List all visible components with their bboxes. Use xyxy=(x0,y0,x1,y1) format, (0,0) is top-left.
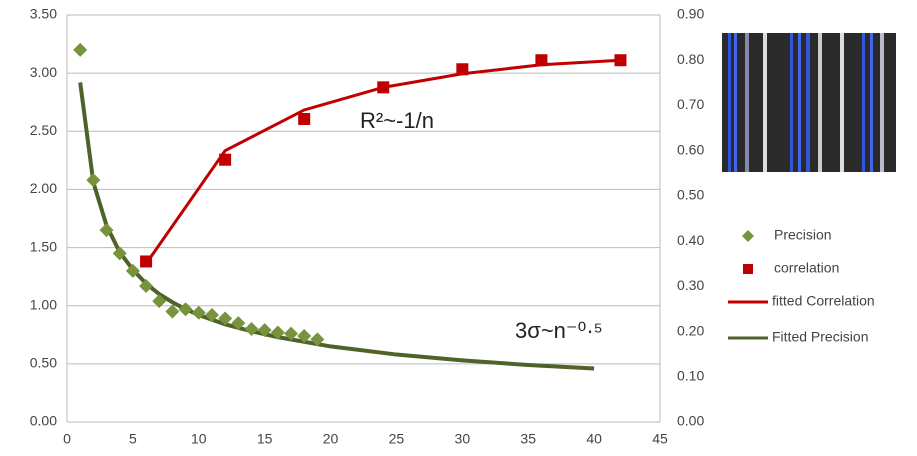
precision-point xyxy=(152,294,167,309)
precision-point xyxy=(297,328,312,343)
legend-label: fitted Correlation xyxy=(772,293,875,309)
precision-point xyxy=(165,304,180,319)
legend-swatch xyxy=(743,264,753,274)
precision-point xyxy=(270,325,285,340)
y-tick-label: 2.50 xyxy=(30,122,57,138)
x-tick-label: 5 xyxy=(129,431,137,447)
y2-tick-label: 0.30 xyxy=(677,277,704,293)
legend-label: Fitted Precision xyxy=(772,329,868,345)
precision-point xyxy=(310,332,325,347)
precision-point xyxy=(86,173,101,188)
correlation-point xyxy=(456,63,469,76)
x-tick-label: 30 xyxy=(455,431,471,447)
precision-point xyxy=(125,263,140,278)
y-tick-label: 1.50 xyxy=(30,238,57,254)
precision-point xyxy=(218,311,233,326)
correlation-point xyxy=(535,54,548,67)
x-tick-label: 0 xyxy=(63,431,71,447)
correlation-point xyxy=(614,54,627,67)
precision-point xyxy=(112,246,127,261)
y-tick-label: 3.00 xyxy=(30,64,57,80)
precision-point xyxy=(139,278,154,293)
precision-point xyxy=(231,316,246,331)
y2-tick-label: 0.90 xyxy=(677,6,704,22)
x-tick-label: 20 xyxy=(323,431,339,447)
x-tick-label: 15 xyxy=(257,431,273,447)
precision-point xyxy=(99,223,114,238)
x-tick-label: 35 xyxy=(520,431,536,447)
x-tick-label: 45 xyxy=(652,431,668,447)
y-tick-label: 0.50 xyxy=(30,355,57,371)
y2-tick-label: 0.80 xyxy=(677,51,704,67)
y2-tick-label: 0.10 xyxy=(677,367,704,383)
y-tick-label: 3.50 xyxy=(30,6,57,22)
precision-point xyxy=(204,308,219,323)
correlation-point xyxy=(377,81,390,94)
y-tick-label: 2.00 xyxy=(30,180,57,196)
x-tick-label: 40 xyxy=(586,431,602,447)
y-tick-label: 0.00 xyxy=(30,413,57,429)
precision-point xyxy=(244,321,259,336)
annotation: 3σ~n⁻⁰·⁵ xyxy=(515,318,603,343)
legend-label: Precision xyxy=(774,227,832,243)
y2-tick-label: 0.50 xyxy=(677,187,704,203)
inset-image xyxy=(722,33,896,172)
correlation-point xyxy=(298,113,311,126)
legend-swatch xyxy=(742,230,754,242)
y2-tick-label: 0.40 xyxy=(677,232,704,248)
annotation: R²~-1/n xyxy=(360,108,434,133)
precision-point xyxy=(257,323,272,338)
y2-tick-label: 0.60 xyxy=(677,141,704,157)
legend-label: correlation xyxy=(774,260,839,276)
y2-tick-label: 0.00 xyxy=(677,413,704,429)
y2-tick-label: 0.70 xyxy=(677,96,704,112)
correlation-point xyxy=(140,255,153,268)
y2-tick-label: 0.20 xyxy=(677,322,704,338)
precision-point xyxy=(191,305,206,320)
correlation-point xyxy=(219,153,232,166)
precision-point xyxy=(73,42,88,57)
precision-point xyxy=(178,302,193,317)
precision-point xyxy=(284,326,299,341)
x-tick-label: 10 xyxy=(191,431,207,447)
y-tick-label: 1.00 xyxy=(30,296,57,312)
x-tick-label: 25 xyxy=(389,431,405,447)
